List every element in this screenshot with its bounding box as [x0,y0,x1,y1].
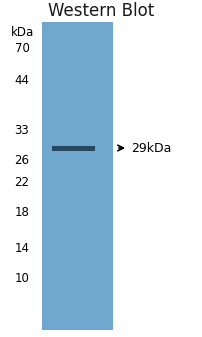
Text: 10: 10 [15,272,29,284]
Text: kDa: kDa [10,26,34,38]
Text: 26: 26 [14,153,29,166]
Text: 29kDa: 29kDa [130,142,170,154]
Text: 22: 22 [14,177,29,189]
Text: 70: 70 [15,41,29,55]
Bar [42,22,113,330]
Text: Western Blot: Western Blot [48,2,154,20]
Text: 44: 44 [14,73,29,87]
Text: 18: 18 [15,207,29,219]
Bar [52,146,95,151]
Text: 33: 33 [15,124,29,137]
Text: 14: 14 [14,243,29,255]
